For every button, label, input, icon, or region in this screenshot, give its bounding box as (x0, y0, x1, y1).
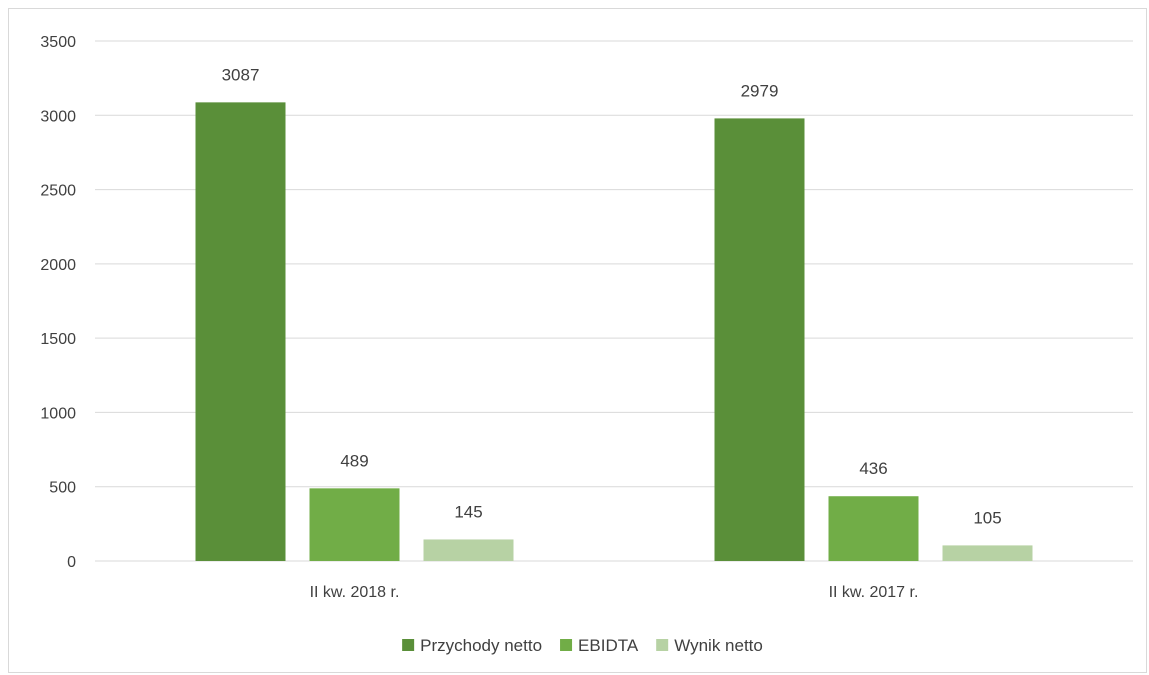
legend-label: Przychody netto (420, 636, 542, 655)
y-tick-label: 0 (67, 554, 76, 571)
data-label: 3087 (222, 65, 260, 84)
bars (195, 102, 1033, 562)
y-tick-label: 1500 (40, 331, 76, 348)
legend-swatch (560, 639, 573, 651)
y-tick-label: 3500 (40, 34, 76, 51)
data-label: 145 (454, 502, 482, 521)
y-tick-label: 500 (49, 480, 76, 497)
legend-swatch (656, 639, 669, 651)
y-tick-label: 3000 (40, 108, 76, 125)
y-axis-ticks: 0 500 1000 1500 2000 2500 3000 3500 (40, 34, 76, 571)
bar (714, 118, 805, 562)
data-label: 2979 (741, 81, 779, 100)
x-axis-categories: II kw. 2018 r. II kw. 2017 r. (310, 584, 919, 601)
y-tick-label: 2500 (40, 183, 76, 200)
y-tick-label: 1000 (40, 405, 76, 422)
legend-label: Wynik netto (674, 636, 763, 655)
bar (942, 545, 1033, 561)
bar (195, 102, 286, 562)
legend: Przychody netto EBIDTA Wynik netto (402, 636, 763, 655)
data-labels: 3087 489 145 2979 436 105 (222, 65, 1002, 527)
category-label: II kw. 2018 r. (310, 584, 400, 601)
data-label: 436 (859, 459, 887, 478)
data-label: 105 (973, 508, 1001, 527)
category-label: II kw. 2017 r. (829, 584, 919, 601)
bar (423, 539, 514, 561)
bar (828, 496, 919, 561)
legend-swatch (402, 639, 415, 651)
y-tick-label: 2000 (40, 257, 76, 274)
bar (309, 488, 400, 561)
data-label: 489 (340, 451, 368, 470)
legend-label: EBIDTA (578, 636, 639, 655)
